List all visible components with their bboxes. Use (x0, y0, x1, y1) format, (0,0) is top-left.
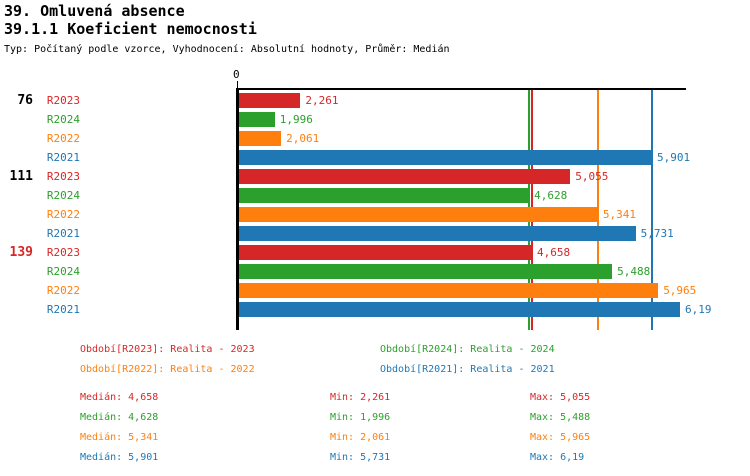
bar-value-76-R2024: 1,996 (279, 113, 313, 126)
row-label-111-R2022: R2022 (46, 208, 80, 221)
legend-item-R2023: Období[R2023]: Realita - 2023 (80, 344, 255, 355)
bar-139-R2024 (239, 264, 613, 279)
chart-stats: Medián: 4,658 Min: 2,261 Max: 5,055 Medián:… (0, 0, 750, 463)
stat-median-R2021: Medián: 5,901 (80, 452, 159, 463)
row-label-139-R2024: R2024 (46, 265, 80, 278)
median-line-R2022 (596, 90, 599, 330)
stat-median-R2023: Medián: 4,658 (80, 392, 159, 403)
bar-value-139-R2024: 5,488 (617, 265, 651, 278)
bar-value-76-R2021: 5,901 (657, 151, 691, 164)
stat-max-R2023: Max: 5,055 (530, 392, 591, 403)
group-label-111: 111 (9, 169, 33, 184)
chart-top-border (236, 88, 686, 90)
bar-111-R2023 (239, 169, 571, 184)
indicator-title: 39.1.1 Koeficient nemocnosti (4, 20, 257, 38)
chart-subtitle: Typ: Počítaný podle vzorce, Vyhodnocení:… (4, 44, 450, 55)
axis-zero-tick (237, 81, 238, 88)
legend-item-R2022: Období[R2022]: Realita - 2022 (80, 364, 255, 375)
bar-value-76-R2023: 2,261 (305, 94, 339, 107)
stat-min-R2021: Min: 5,731 (330, 452, 391, 463)
legend-item-R2024: Období[R2024]: Realita - 2024 (380, 344, 555, 355)
bar-139-R2022 (239, 283, 659, 298)
bar-value-139-R2023: 4,658 (537, 246, 571, 259)
row-label-111-R2023: R2023 (46, 170, 80, 183)
stat-min-R2022: Min: 2,061 (330, 432, 391, 443)
chart-y-axis (236, 88, 239, 330)
group-label-139: 139 (9, 245, 33, 260)
row-label-76-R2021: R2021 (46, 151, 80, 164)
bar-76-R2021 (239, 150, 652, 165)
row-label-76-R2024: R2024 (46, 113, 80, 126)
bar-139-R2023 (239, 245, 532, 260)
bar-value-111-R2021: 5,731 (640, 227, 674, 240)
stat-median-R2022: Medián: 5,341 (80, 432, 159, 443)
bar-139-R2021 (239, 302, 680, 317)
stat-min-R2024: Min: 1,996 (330, 412, 391, 423)
median-line-R2021 (651, 90, 653, 330)
bar-111-R2024 (239, 188, 530, 203)
bar-chart-plot-area: 76 R2023 2,261 R2024 1,996 R2022 2,061 R2021 5,9… (9, 90, 712, 330)
legend-item-R2021: Období[R2021]: Realita - 2021 (380, 364, 555, 375)
bar-value-139-R2022: 5,965 (663, 284, 697, 297)
bar-value-111-R2024: 4,628 (534, 189, 568, 202)
bar-value-76-R2022: 2,061 (286, 132, 320, 145)
row-label-76-R2023: R2023 (46, 94, 80, 107)
bar-value-111-R2022: 5,341 (602, 208, 637, 221)
bar-111-R2021 (239, 226, 636, 241)
stat-max-R2024: Max: 5,488 (530, 412, 591, 423)
row-label-111-R2024: R2024 (46, 189, 80, 202)
bar-76-R2024 (239, 112, 275, 127)
row-label-139-R2023: R2023 (46, 246, 80, 259)
stat-median-R2024: Medián: 4,628 (80, 412, 159, 423)
bar-111-R2022 (239, 207, 598, 222)
page-title: 39. Omluvená absence (4, 2, 185, 20)
bar-76-R2022 (239, 131, 282, 146)
axis-zero-label: 0 (233, 68, 240, 81)
bar-value-139-R2021: 6,19 (685, 303, 712, 316)
stat-min-R2023: Min: 2,261 (330, 392, 391, 403)
bar-value-111-R2023: 5,055 (575, 170, 609, 183)
group-label-76: 76 (17, 93, 33, 108)
row-label-111-R2021: R2021 (46, 227, 80, 240)
row-label-139-R2022: R2022 (46, 284, 80, 297)
stat-max-R2022: Max: 5,965 (530, 432, 591, 443)
row-label-139-R2021: R2021 (46, 303, 80, 316)
bar-76-R2023 (239, 93, 301, 108)
chart-legend: Období[R2023]: Realita - 2023 Období[R202… (0, 0, 750, 375)
stat-max-R2021: Max: 6,19 (530, 452, 585, 463)
row-label-76-R2022: R2022 (46, 132, 80, 145)
